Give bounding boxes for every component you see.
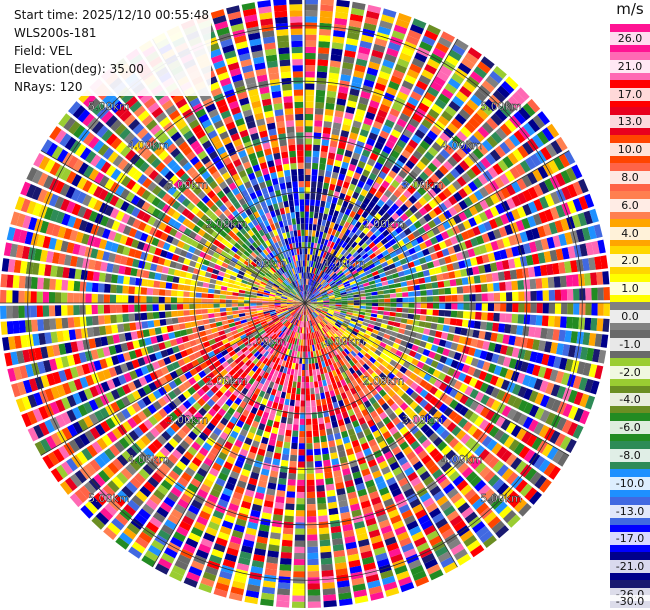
colorbar-tick-label: 6.0 xyxy=(610,198,650,212)
colorbar-tick-label: 13.0 xyxy=(610,115,650,129)
colorbar-tick-label: -10.0 xyxy=(610,476,650,490)
station-name: WLS200s-181 xyxy=(14,26,97,40)
colorbar-tick-label: -6.0 xyxy=(610,421,650,435)
azimuth-line xyxy=(304,302,458,568)
azimuth-line xyxy=(304,302,570,456)
ring-label: 1.00km xyxy=(323,257,365,270)
ring-label: 5.00km xyxy=(88,100,130,113)
start-time: Start time: 2025/12/10 00:55:48 xyxy=(14,8,209,22)
azimuth-line xyxy=(304,38,458,304)
colorbar-unit: m/s xyxy=(610,0,650,20)
ring-labels: 1.00km 1.00km 1.00km 1.00km 2.00km 2.00km 2.00… xyxy=(88,100,522,506)
range-rings xyxy=(0,0,610,608)
ring-label: 4.00km xyxy=(127,453,169,466)
colorbar-tick-label: 26.0 xyxy=(610,31,650,45)
ring-label: 1.00km xyxy=(245,257,287,270)
ring-label: 4.00km xyxy=(127,139,169,152)
colorbar-tick-label: -13.0 xyxy=(610,504,650,518)
colorbar-tick-label: 21.0 xyxy=(610,59,650,73)
colorbar-tick-label: 17.0 xyxy=(610,87,650,101)
colorbar-stack: 26.0 21.0 17.0 13.0 10.0 8.0 6.0 4.0 2.0 1.0 0.0 -1… xyxy=(610,24,650,609)
ring-label: 3.00km xyxy=(402,178,444,191)
ring-label: 4.00km xyxy=(441,139,483,152)
ring-label: 3.00km xyxy=(402,414,444,427)
header-info: Start time: 2025/12/10 00:55:48 WLS200s-… xyxy=(12,6,211,96)
azimuth-line xyxy=(40,150,306,304)
velocity-cells xyxy=(0,0,610,608)
colorbar-tick-label: -4.0 xyxy=(610,393,650,407)
ring-label: 5.00km xyxy=(88,492,130,505)
ppi-plot: 1.00km 1.00km 1.00km 1.00km 2.00km 2.00km 2.00… xyxy=(0,0,610,608)
nrays: NRays: 120 xyxy=(14,80,83,94)
azimuth-line xyxy=(304,150,570,304)
ring-label: 5.00km xyxy=(480,492,522,505)
colorbar-tick-label: 2.0 xyxy=(610,254,650,268)
colorbar-tick-label: -2.0 xyxy=(610,365,650,379)
ring-label: 2.00km xyxy=(206,218,248,231)
colorbar-tick-label: -1.0 xyxy=(610,337,650,351)
colorbar-tick-label: -30.0 xyxy=(610,595,650,608)
colorbar-tick-label: 1.0 xyxy=(610,282,650,296)
ring-label: 2.00km xyxy=(363,374,405,387)
colorbar-tick-label: -17.0 xyxy=(610,532,650,546)
colorbar-tick-label: 0.0 xyxy=(610,310,650,323)
ring-label: 1.00km xyxy=(323,335,365,348)
colorbar-tick-label: 8.0 xyxy=(610,170,650,184)
ring-label: 2.00km xyxy=(363,218,405,231)
ring-label: 4.00km xyxy=(441,453,483,466)
colorbar-tick-label: -8.0 xyxy=(610,449,650,463)
ring-label: 3.00km xyxy=(167,178,209,191)
colorbar: m/s 26.0 21.0 17.0 13.0 10.0 8.0 6.0 4.0 2.0 1.0 0… xyxy=(610,0,650,610)
colorbar-tick-label: 10.0 xyxy=(610,143,650,157)
ring-label: 1.00km xyxy=(245,335,287,348)
azimuth-line xyxy=(152,302,306,568)
ring-label: 5.00km xyxy=(480,100,522,113)
ring-label: 3.00km xyxy=(167,414,209,427)
colorbar-tick-label: 4.0 xyxy=(610,226,650,240)
colorbar-tick-label: -21.0 xyxy=(610,560,650,574)
elevation: Elevation(deg): 35.00 xyxy=(14,62,144,76)
ring-label: 2.00km xyxy=(206,374,248,387)
azimuth-line xyxy=(40,302,306,456)
field-name: Field: VEL xyxy=(14,44,73,58)
